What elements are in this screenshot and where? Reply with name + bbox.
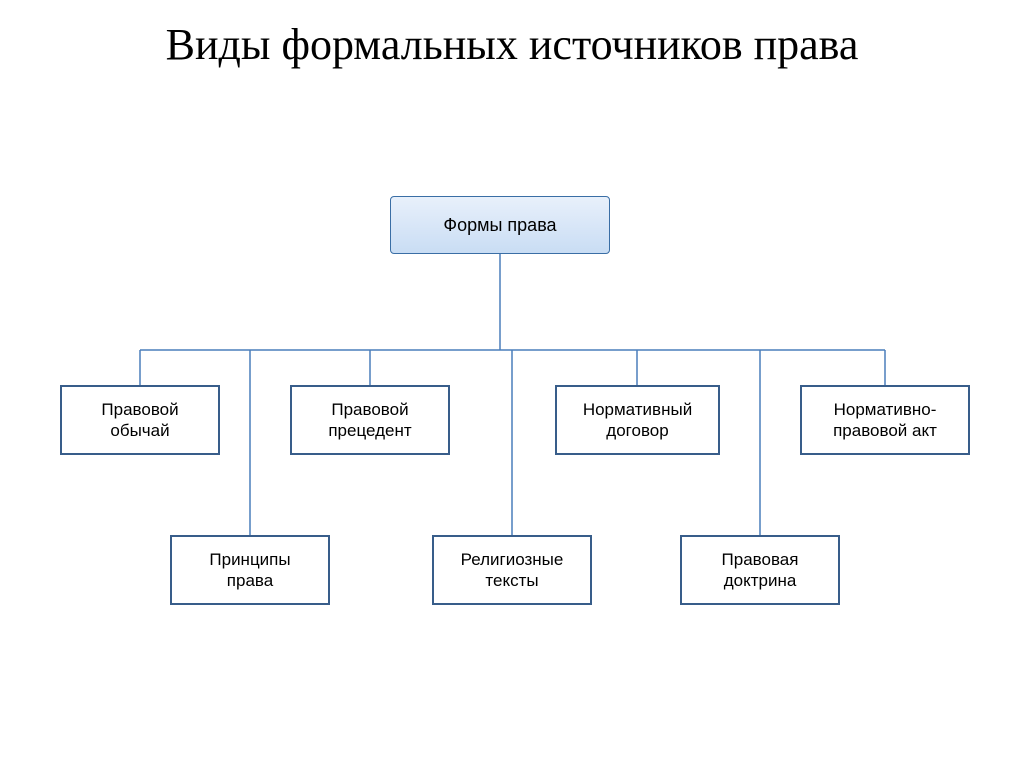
child-node-doctrine: Правоваядоктрина	[680, 535, 840, 605]
connector-lines	[0, 0, 1024, 767]
child-label: Нормативныйдоговор	[583, 399, 692, 442]
root-node: Формы права	[390, 196, 610, 254]
root-node-label: Формы права	[443, 215, 556, 236]
child-node-religious: Религиозныетексты	[432, 535, 592, 605]
child-node-act: Нормативно-правовой акт	[800, 385, 970, 455]
child-label: Правовойобычай	[101, 399, 178, 442]
diagram-container: Виды формальных источников права Формы п…	[0, 0, 1024, 767]
child-label: Правоваядоктрина	[722, 549, 799, 592]
child-label: Принципыправа	[209, 549, 290, 592]
child-node-precedent: Правовойпрецедент	[290, 385, 450, 455]
diagram-title: Виды формальных источников права	[0, 20, 1024, 71]
child-label: Нормативно-правовой акт	[833, 399, 937, 442]
child-node-custom: Правовойобычай	[60, 385, 220, 455]
child-label: Правовойпрецедент	[328, 399, 411, 442]
child-node-principles: Принципыправа	[170, 535, 330, 605]
child-label: Религиозныетексты	[461, 549, 564, 592]
child-node-treaty: Нормативныйдоговор	[555, 385, 720, 455]
